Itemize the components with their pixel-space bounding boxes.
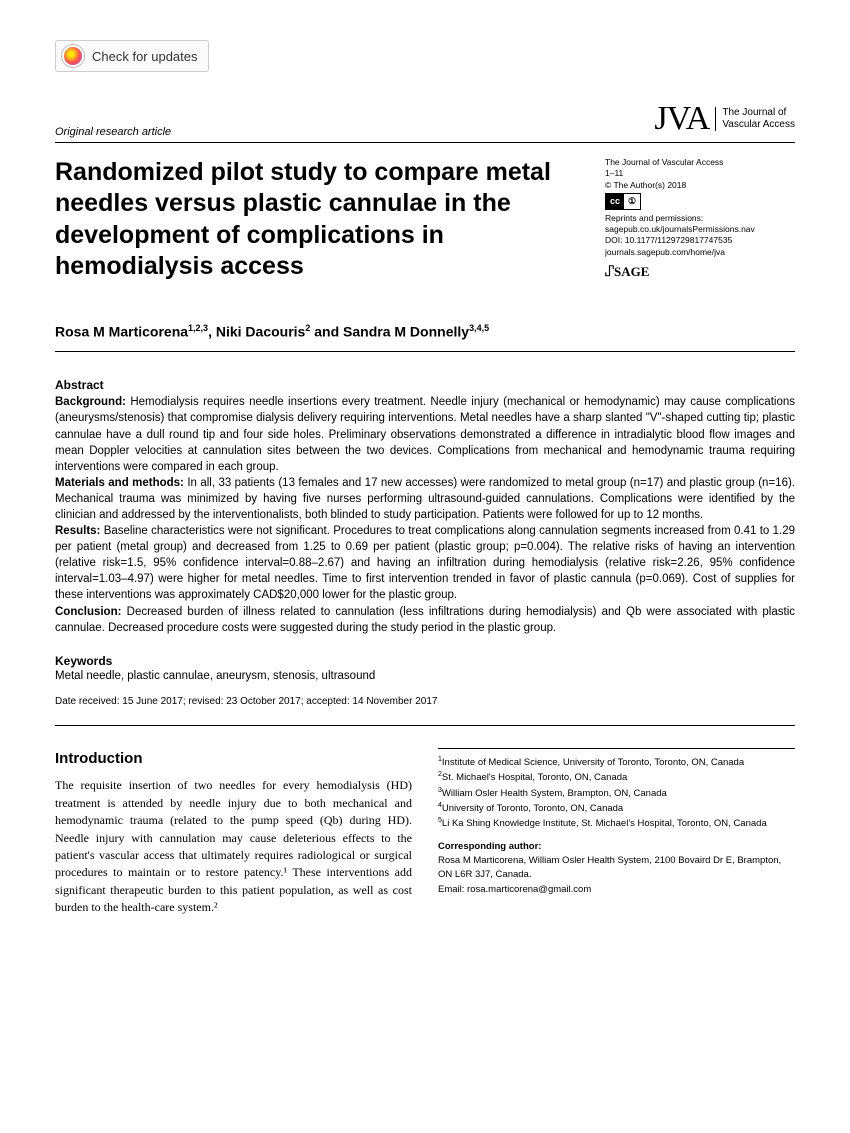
meta-journal-url[interactable]: journals.sagepub.com/home/jva <box>605 247 795 258</box>
keywords-text: Metal needle, plastic cannulae, aneurysm… <box>55 670 795 682</box>
corresponding-label: Corresponding author: <box>438 840 795 854</box>
sage-logo: ⑀SAGE <box>605 262 795 282</box>
meta-copyright: © The Author(s) 2018 <box>605 180 795 191</box>
journal-logo: JVA The Journal of Vascular Access <box>654 100 795 138</box>
abstract-body: Background: Hemodialysis requires needle… <box>55 394 795 635</box>
keywords-block: Keywords Metal needle, plastic cannulae,… <box>55 654 795 682</box>
meta-journal: The Journal of Vascular Access <box>605 157 795 168</box>
intro-heading: Introduction <box>55 748 412 770</box>
divider <box>55 725 795 726</box>
meta-reprints-link[interactable]: sagepub.co.uk/journalsPermissions.nav <box>605 224 795 235</box>
intro-body: The requisite insertion of two needles f… <box>55 777 412 916</box>
affiliation: 3William Osler Health System, Brampton, … <box>438 786 795 801</box>
cc-badge: cc① <box>605 193 641 209</box>
affiliation: 5Li Ka Shing Knowledge Institute, St. Mi… <box>438 816 795 831</box>
dates: Date received: 15 June 2017; revised: 23… <box>55 696 795 707</box>
authors: Rosa M Marticorena1,2,3, Niki Dacouris2 … <box>55 323 795 353</box>
article-meta: The Journal of Vascular Access 1–11 © Th… <box>605 157 795 283</box>
jva-mark: JVA <box>654 100 709 138</box>
affiliation: 1Institute of Medical Science, Universit… <box>438 755 795 770</box>
jva-subtitle: The Journal of Vascular Access <box>715 107 795 131</box>
corresponding-text: Rosa M Marticorena, William Osler Health… <box>438 854 795 883</box>
article-title: Randomized pilot study to compare metal … <box>55 157 575 283</box>
introduction-column: Introduction The requisite insertion of … <box>55 748 412 917</box>
abstract-label: Abstract <box>55 378 795 392</box>
check-updates-badge[interactable]: Check for updates <box>55 40 209 72</box>
affiliation: 4University of Toronto, Toronto, ON, Can… <box>438 801 795 816</box>
updates-icon <box>62 45 84 67</box>
meta-reprints-label: Reprints and permissions: <box>605 213 795 224</box>
keywords-label: Keywords <box>55 654 795 668</box>
header-row: Original research article JVA The Journa… <box>55 100 795 143</box>
updates-label: Check for updates <box>92 49 198 64</box>
affiliations-column: 1Institute of Medical Science, Universit… <box>438 748 795 917</box>
meta-pages: 1–11 <box>605 168 795 179</box>
meta-doi: DOI: 10.1177/1129729817747535 <box>605 235 795 246</box>
article-type: Original research article <box>55 126 171 138</box>
affiliation: 2St. Michael's Hospital, Toronto, ON, Ca… <box>438 770 795 785</box>
corresponding-email: Email: rosa.marticorena@gmail.com <box>438 883 795 897</box>
